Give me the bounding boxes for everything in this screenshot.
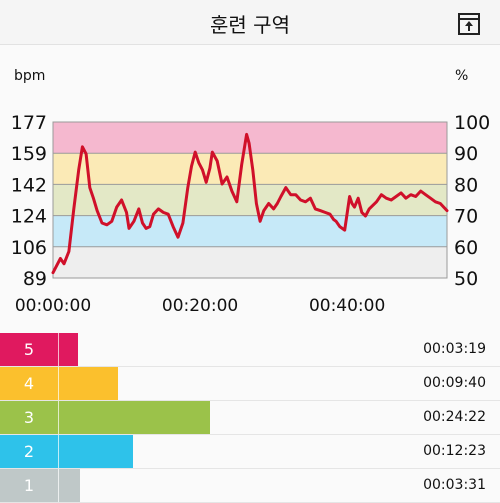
- zone-band-1: [53, 246, 447, 278]
- percent-tick-label: 60: [454, 237, 478, 259]
- zone-divider: [58, 435, 59, 468]
- time-tick-label: 00:20:00: [162, 296, 238, 316]
- row-divider: [0, 434, 500, 435]
- row-divider: [0, 400, 500, 401]
- zone-time: 00:12:23: [423, 443, 486, 459]
- zone-time: 00:03:31: [423, 477, 486, 493]
- zone-number: 3: [23, 408, 35, 427]
- percent-tick-label: 50: [454, 268, 478, 290]
- zone-row-4: 4 00:09:40: [0, 367, 500, 401]
- percent-tick-label: 80: [454, 174, 478, 196]
- zone-number: 2: [23, 442, 35, 461]
- zone-time: 00:03:19: [423, 341, 486, 357]
- zone-row-5: 5 00:03:19: [0, 333, 500, 367]
- zone-divider: [58, 401, 59, 434]
- zone-bar: 4: [0, 367, 118, 400]
- time-tick-label: 00:40:00: [309, 296, 385, 316]
- zone-number: 1: [23, 476, 35, 495]
- page-title: 훈련 구역: [210, 13, 290, 37]
- zone-band-3: [53, 184, 447, 216]
- heart-rate-chart: 177 159 142 124 106 89 100 90 80 70 60 50 00:00:00 00…: [11, 112, 491, 316]
- zone-divider: [58, 333, 59, 366]
- percent-tick-label: 90: [454, 143, 478, 165]
- row-divider: [0, 468, 500, 469]
- percent-axis-unit: %: [455, 68, 469, 84]
- percent-tick-label: 70: [454, 206, 478, 228]
- zone-time: 00:24:22: [423, 409, 486, 425]
- heart-rate-line: [51, 132, 449, 275]
- row-divider: [0, 366, 500, 367]
- bpm-tick-label: 177: [11, 112, 47, 134]
- zone-bar: 2: [0, 435, 133, 468]
- zone-number: 4: [23, 374, 35, 393]
- zone-bar: 5: [0, 333, 78, 366]
- app-header: 훈련 구역: [0, 0, 500, 45]
- export-button[interactable]: [457, 12, 481, 36]
- zone-time: 00:09:40: [423, 375, 486, 391]
- zone-row-3: 3 00:24:22: [0, 401, 500, 435]
- plot-frame: [52, 121, 448, 279]
- zone-bar: 1: [0, 469, 80, 502]
- bpm-tick-label: 89: [23, 268, 47, 290]
- zone-number: 5: [23, 340, 35, 359]
- zone-bar: 3: [0, 401, 210, 434]
- zone-band-2: [53, 215, 447, 247]
- upload-icon: [458, 13, 480, 35]
- time-tick-label: 00:00:00: [15, 296, 91, 316]
- zone-row-1: 1 00:03:31: [0, 469, 500, 503]
- bpm-tick-label: 124: [11, 206, 47, 228]
- percent-tick-label: 100: [454, 112, 490, 134]
- bpm-tick-label: 142: [11, 174, 47, 196]
- bpm-tick-label: 106: [11, 237, 47, 259]
- bpm-axis-unit: bpm: [14, 68, 46, 84]
- zone-divider: [58, 367, 59, 400]
- zone-row-2: 2 00:12:23: [0, 435, 500, 469]
- zone-divider: [58, 469, 59, 502]
- bpm-tick-label: 159: [11, 143, 47, 165]
